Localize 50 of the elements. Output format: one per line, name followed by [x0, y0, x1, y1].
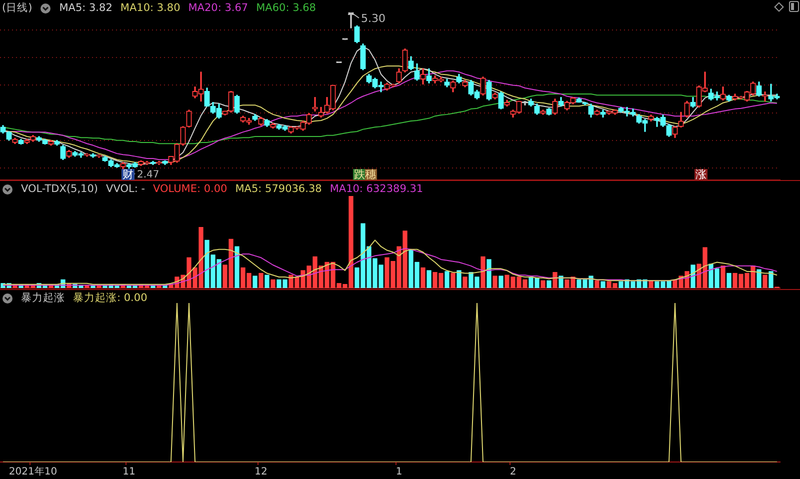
- bar: [690, 264, 696, 288]
- bar: [492, 276, 498, 288]
- bar: [648, 280, 654, 288]
- bar: [444, 271, 450, 288]
- bar: [450, 272, 456, 288]
- text: 暴力起涨: 0.00: [73, 292, 148, 304]
- bar: [540, 280, 546, 288]
- text: MA10: 3.80: [120, 2, 180, 14]
- bar: [600, 281, 606, 288]
- text: MA5: 3.82: [59, 2, 112, 14]
- bar: [234, 246, 240, 288]
- x-tick-label: 11: [122, 466, 136, 478]
- bar: [456, 270, 462, 288]
- x-tick-label: 2: [510, 466, 516, 478]
- bar: [558, 276, 564, 288]
- bar: [552, 272, 558, 288]
- x-tick-label: 2021年10: [8, 466, 58, 478]
- annotation: 跌穗: [354, 168, 376, 181]
- text: MA5: 579036.38: [235, 183, 322, 195]
- bar: [252, 276, 258, 288]
- text: MA10: 632389.31: [330, 183, 424, 195]
- bar: [594, 280, 600, 288]
- bar: [264, 274, 270, 288]
- bar: [726, 272, 732, 288]
- chart-title: (日线): [2, 2, 32, 14]
- bar: [768, 271, 774, 288]
- text: MA20: 3.67: [188, 2, 248, 14]
- x-tick-label: 12: [254, 466, 268, 478]
- bar: [270, 279, 276, 288]
- bar: [426, 270, 432, 288]
- text: MA60: 3.68: [256, 2, 316, 14]
- annotation: 5.30: [361, 12, 386, 25]
- bar: [258, 272, 264, 288]
- bar: [720, 266, 726, 288]
- x-tick-label: 1: [396, 466, 402, 478]
- bar: [498, 276, 504, 288]
- bar: [762, 274, 768, 288]
- annotation: 2.47: [137, 170, 160, 181]
- text: VOLUME: 0.00: [153, 183, 228, 195]
- annotation: 财: [122, 168, 134, 181]
- bar: [480, 256, 486, 288]
- bar: [486, 259, 492, 288]
- chart-title: 暴力起涨: [21, 292, 65, 304]
- bar: [546, 280, 552, 288]
- annotation: 涨: [696, 168, 706, 181]
- bar: [462, 276, 468, 288]
- bar: [756, 269, 762, 288]
- chart-subtitle: VVOL: -: [106, 183, 145, 195]
- chart-title: VOL-TDX(5,10): [21, 183, 98, 195]
- bar: [420, 267, 426, 288]
